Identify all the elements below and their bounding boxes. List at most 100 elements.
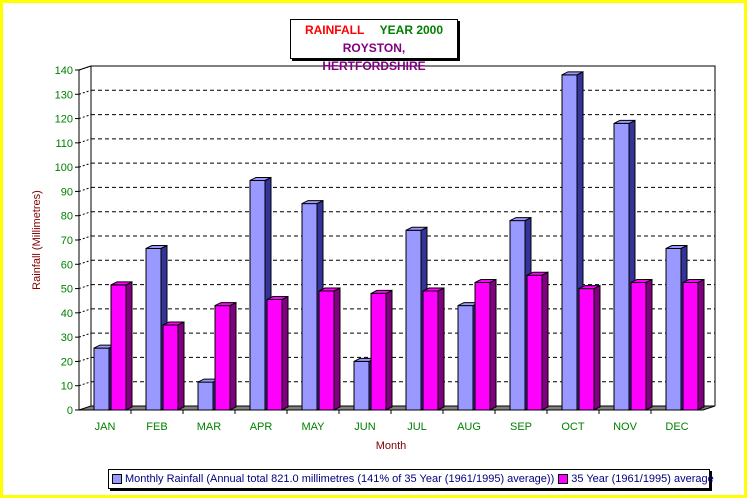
- bar-monthly-top: [301, 200, 324, 205]
- bar-average-top: [162, 321, 185, 326]
- x-tick-label: AUG: [457, 421, 481, 433]
- y-tick-label: 40: [61, 308, 73, 320]
- x-tick-label: JUL: [407, 421, 427, 433]
- bar-monthly-top: [405, 226, 428, 231]
- y-tick-label: 140: [55, 65, 73, 77]
- bar-average-side: [437, 287, 445, 411]
- bar-monthly-top: [665, 245, 688, 249]
- bar-monthly: [93, 347, 110, 411]
- bar-monthly: [197, 381, 214, 411]
- chart-subtitle-location: ROYSTON, HERTFORDSHIRE: [322, 41, 426, 73]
- chart-title-line1: RAINFALL YEAR 2000: [291, 21, 457, 39]
- x-axis-title: Month: [376, 440, 407, 452]
- y-tick-label: 20: [61, 356, 73, 368]
- y-tick-label: 50: [61, 284, 73, 296]
- bar-monthly-top: [509, 217, 532, 222]
- bar-average: [214, 305, 231, 411]
- y-tick-label: 70: [61, 235, 73, 247]
- chart-frame: 0 10 20 30 40 50 60 70 80 90 100 110 120 130 140 JAN FEB…: [3, 3, 744, 495]
- x-tick-label: SEP: [510, 421, 532, 433]
- bar-monthly-top: [249, 177, 272, 181]
- bar-average-side: [645, 278, 653, 411]
- bar-average-top: [110, 281, 133, 286]
- bar-average-top: [682, 279, 705, 283]
- bar-monthly: [509, 220, 526, 411]
- bar-average-side: [125, 281, 133, 411]
- legend-item-monthly: Monthly Rainfall (Annual total 821.0 mil…: [112, 473, 554, 485]
- legend-label-average: 35 Year (1961/1995) average: [571, 473, 714, 485]
- legend-swatch-monthly: [112, 474, 122, 484]
- bar-monthly: [145, 248, 162, 411]
- y-tick-label: 0: [67, 405, 73, 417]
- bar-monthly: [405, 229, 422, 411]
- bar-average-top: [422, 287, 445, 292]
- y-tick-label: 100: [55, 162, 73, 174]
- bar-average-side: [697, 278, 705, 411]
- bar-monthly-top: [613, 119, 636, 124]
- bar-average-side: [489, 278, 497, 411]
- x-tick-label: APR: [250, 421, 273, 433]
- bar-average-side: [541, 271, 549, 411]
- x-tick-label: MAY: [301, 421, 325, 433]
- bar-average-top: [318, 287, 341, 292]
- bar-average: [266, 299, 283, 411]
- bar-monthly: [353, 360, 370, 411]
- bar-average: [110, 284, 127, 411]
- bar-average-top: [578, 285, 601, 290]
- bar-monthly: [561, 74, 578, 411]
- y-tick-label: 30: [61, 332, 73, 344]
- bar-chart: 0 10 20 30 40 50 60 70 80 90 100 110 120 130 140 JAN FEB…: [31, 65, 716, 452]
- x-tick-label: NOV: [613, 421, 638, 433]
- bar-average-side: [385, 289, 393, 411]
- legend-swatch-average: [558, 474, 569, 484]
- bar-average-top: [266, 296, 289, 300]
- bar-average-side: [177, 321, 185, 411]
- bar-average: [370, 292, 387, 411]
- y-tick-label: 60: [61, 259, 73, 271]
- bar-average-top: [474, 279, 497, 283]
- plot-wall: [79, 66, 715, 410]
- bar-average-side: [281, 295, 289, 411]
- bar-monthly: [249, 180, 266, 411]
- bar-average-top: [214, 302, 237, 307]
- bar-average: [474, 282, 491, 411]
- bar-average: [422, 290, 439, 411]
- bar-monthly: [665, 248, 682, 411]
- bar-average-top: [526, 271, 549, 276]
- legend-label-monthly: Monthly Rainfall (Annual total 821.0 mil…: [125, 473, 555, 485]
- y-tick-label: 90: [61, 186, 73, 198]
- legend-item-average: 35 Year (1961/1995) average: [558, 473, 714, 485]
- bar-average: [526, 274, 543, 411]
- title-year: YEAR 2000: [379, 23, 444, 37]
- bar-average-side: [593, 284, 601, 411]
- x-tick-label: FEB: [146, 421, 167, 433]
- bar-average: [162, 324, 179, 411]
- x-tick-label: JAN: [95, 421, 116, 433]
- bar-average-side: [229, 301, 237, 411]
- chart-legend: Monthly Rainfall (Annual total 821.0 mil…: [108, 469, 714, 489]
- y-tick-label: 120: [55, 114, 73, 126]
- title-rainfall: RAINFALL: [304, 23, 365, 37]
- x-tick-label: OCT: [561, 421, 585, 433]
- bar-monthly: [457, 305, 474, 411]
- y-axis-title: Rainfall (Millimetres): [31, 190, 43, 290]
- bar-average: [682, 282, 699, 411]
- y-tick-label: 130: [55, 89, 73, 101]
- bar-average: [630, 282, 647, 411]
- y-tick-label: 80: [61, 211, 73, 223]
- x-tick-label: DEC: [665, 421, 688, 433]
- bar-average: [318, 290, 335, 411]
- bar-average-top: [370, 289, 393, 294]
- bar-average: [578, 288, 595, 411]
- bar-average-top: [630, 279, 653, 283]
- x-tick-label: MAR: [197, 421, 222, 433]
- chart-title-box: RAINFALL YEAR 2000 ROYSTON, HERTFORDSHIR…: [290, 19, 458, 73]
- plot-top-left-edge: [78, 65, 92, 71]
- bar-monthly: [613, 122, 630, 411]
- y-tick-label: 110: [55, 138, 73, 150]
- y-tick-label: 10: [61, 381, 73, 393]
- bar-monthly-top: [561, 71, 584, 76]
- x-tick-label: JUN: [354, 421, 375, 433]
- bar-average-side: [333, 287, 341, 411]
- bar-monthly-top: [145, 245, 168, 249]
